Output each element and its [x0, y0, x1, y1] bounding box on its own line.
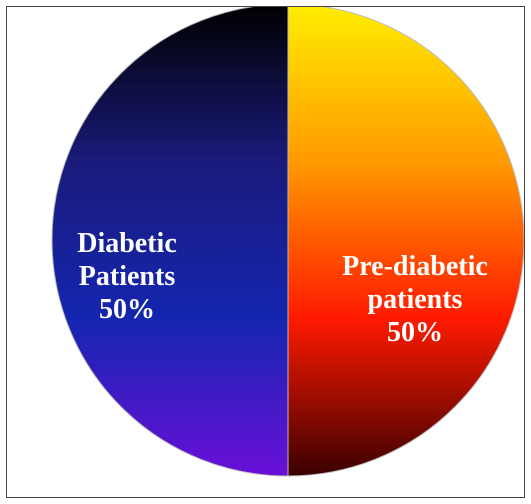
pie-slices [51, 7, 524, 477]
pie-slice-0 [51, 7, 289, 477]
slice-value-label-1: 50% [387, 317, 443, 348]
slice-value-label-0: 50% [99, 294, 155, 325]
pie-slice-1 [287, 7, 524, 477]
pie-labels: DiabeticPatients50%Pre-diabeticpatients5… [77, 228, 488, 348]
chart-frame: Diabetic Patients 50% Pre-diabetic patients 5… [6, 6, 525, 498]
slice-label-0-line-0: Diabetic [77, 228, 177, 259]
slice-label-1-line-0: Pre-diabetic [342, 251, 488, 282]
slice-label-1-line-1: patients [368, 284, 463, 315]
pie-chart: DiabeticPatients50%Pre-diabeticpatients5… [51, 7, 524, 477]
slice-label-0-line-1: Patients [79, 261, 176, 292]
